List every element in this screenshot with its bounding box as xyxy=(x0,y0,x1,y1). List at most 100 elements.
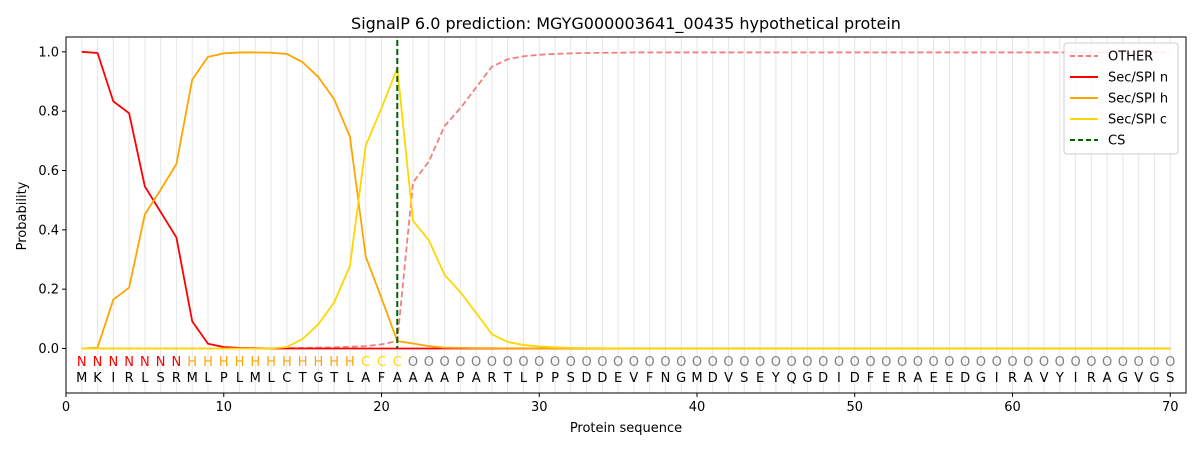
region-label: O xyxy=(1055,355,1065,370)
region-label: O xyxy=(723,355,733,370)
amino-acid-label: I xyxy=(1074,371,1078,386)
region-label: N xyxy=(172,355,182,370)
amino-acid-label: F xyxy=(867,371,874,386)
amino-acid-label: S xyxy=(740,371,748,386)
y-tick-label: 0.0 xyxy=(38,342,59,357)
amino-acid-label: A xyxy=(913,371,922,386)
region-label: O xyxy=(850,355,860,370)
amino-acid-label: G xyxy=(976,371,986,386)
amino-acid-label: R xyxy=(898,371,907,386)
amino-acid-label: A xyxy=(472,371,481,386)
region-label: O xyxy=(913,355,923,370)
amino-acid-label: V xyxy=(629,371,638,386)
amino-acid-label: L xyxy=(236,371,244,386)
amino-acid-label: V xyxy=(724,371,733,386)
amino-acid-label: A xyxy=(1024,371,1033,386)
amino-acid-label: E xyxy=(614,371,622,386)
amino-acid-label: A xyxy=(1103,371,1112,386)
amino-acid-label: M xyxy=(76,371,87,386)
region-label: O xyxy=(1086,355,1096,370)
amino-acid-label: M xyxy=(250,371,261,386)
region-label: O xyxy=(834,355,844,370)
amino-acid-label: M xyxy=(187,371,198,386)
series-lines xyxy=(81,39,1171,350)
amino-acid-label: S xyxy=(157,371,165,386)
y-tick-label: 0.6 xyxy=(38,164,59,179)
amino-acid-label: C xyxy=(282,371,291,386)
amino-acid-label: V xyxy=(1134,371,1143,386)
region-label: O xyxy=(1149,355,1159,370)
amino-acid-label: K xyxy=(93,371,102,386)
amino-acid-label: D xyxy=(850,371,860,386)
region-label: C xyxy=(377,355,386,370)
sequence-annotations: NMNKNINRNLNSNRHMHLHPHLHMHLHCHTHGHTHLCACF… xyxy=(76,355,1175,386)
amino-acid-label: P xyxy=(456,371,464,386)
amino-acid-label: E xyxy=(929,371,937,386)
region-label: N xyxy=(156,355,166,370)
amino-acid-label: T xyxy=(298,371,307,386)
amino-acid-label: T xyxy=(329,371,338,386)
region-label: O xyxy=(1007,355,1017,370)
amino-acid-label: D xyxy=(818,371,828,386)
legend-box xyxy=(1063,42,1179,155)
region-label: O xyxy=(1039,355,1049,370)
region-label: O xyxy=(518,355,528,370)
region-label: N xyxy=(77,355,87,370)
x-tick-label: 50 xyxy=(846,400,863,415)
amino-acid-label: G xyxy=(1149,371,1159,386)
region-label: O xyxy=(976,355,986,370)
amino-acid-label: L xyxy=(346,371,354,386)
y-tick-label: 1.0 xyxy=(38,45,59,60)
region-label: O xyxy=(865,355,875,370)
region-label: O xyxy=(771,355,781,370)
amino-acid-label: I xyxy=(995,371,999,386)
x-axis-label: Protein sequence xyxy=(570,421,682,436)
region-label: O xyxy=(692,355,702,370)
x-tick-label: 40 xyxy=(689,400,706,415)
region-label: O xyxy=(992,355,1002,370)
region-label: O xyxy=(613,355,623,370)
region-label: O xyxy=(534,355,544,370)
amino-acid-label: E xyxy=(882,371,890,386)
amino-acid-label: G xyxy=(802,371,812,386)
amino-acid-label: D xyxy=(708,371,718,386)
amino-acid-label: N xyxy=(661,371,671,386)
amino-acid-label: F xyxy=(378,371,385,386)
amino-acid-label: V xyxy=(1040,371,1049,386)
axes: 0 10 20 30 40 50 60 70 0.0 0.2 0.4 0.6 0.8 1.0 xyxy=(38,36,1187,415)
amino-acid-label: S xyxy=(567,371,575,386)
y-tick-label: 0.2 xyxy=(38,283,59,298)
legend-label: Sec/SPI c xyxy=(1108,113,1167,128)
region-label: O xyxy=(1023,355,1033,370)
region-label: O xyxy=(1102,355,1112,370)
amino-acid-label: A xyxy=(409,371,418,386)
amino-acid-label: I xyxy=(111,371,115,386)
chart-title: SignalP 6.0 prediction: MGYG000003641_00… xyxy=(351,14,901,34)
amino-acid-label: L xyxy=(267,371,275,386)
region-label: O xyxy=(676,355,686,370)
region-label: O xyxy=(503,355,513,370)
region-label: O xyxy=(897,355,907,370)
x-tick-label: 30 xyxy=(531,400,548,415)
amino-acid-label: A xyxy=(424,371,433,386)
region-label: O xyxy=(660,355,670,370)
region-label: O xyxy=(1070,355,1080,370)
region-label: O xyxy=(439,355,449,370)
region-label: O xyxy=(581,355,591,370)
amino-acid-label: E xyxy=(756,371,764,386)
amino-acid-label: R xyxy=(487,371,496,386)
amino-acid-label: M xyxy=(691,371,702,386)
amino-acid-label: Q xyxy=(787,371,797,386)
amino-acid-label: P xyxy=(551,371,559,386)
x-tick-label: 0 xyxy=(62,400,70,415)
region-label: H xyxy=(329,355,339,370)
y-axis-label: Probability xyxy=(15,181,30,250)
region-label: N xyxy=(124,355,134,370)
region-label: O xyxy=(471,355,481,370)
region-label: O xyxy=(597,355,607,370)
legend-label: Sec/SPI h xyxy=(1108,92,1168,107)
region-label: H xyxy=(266,355,276,370)
